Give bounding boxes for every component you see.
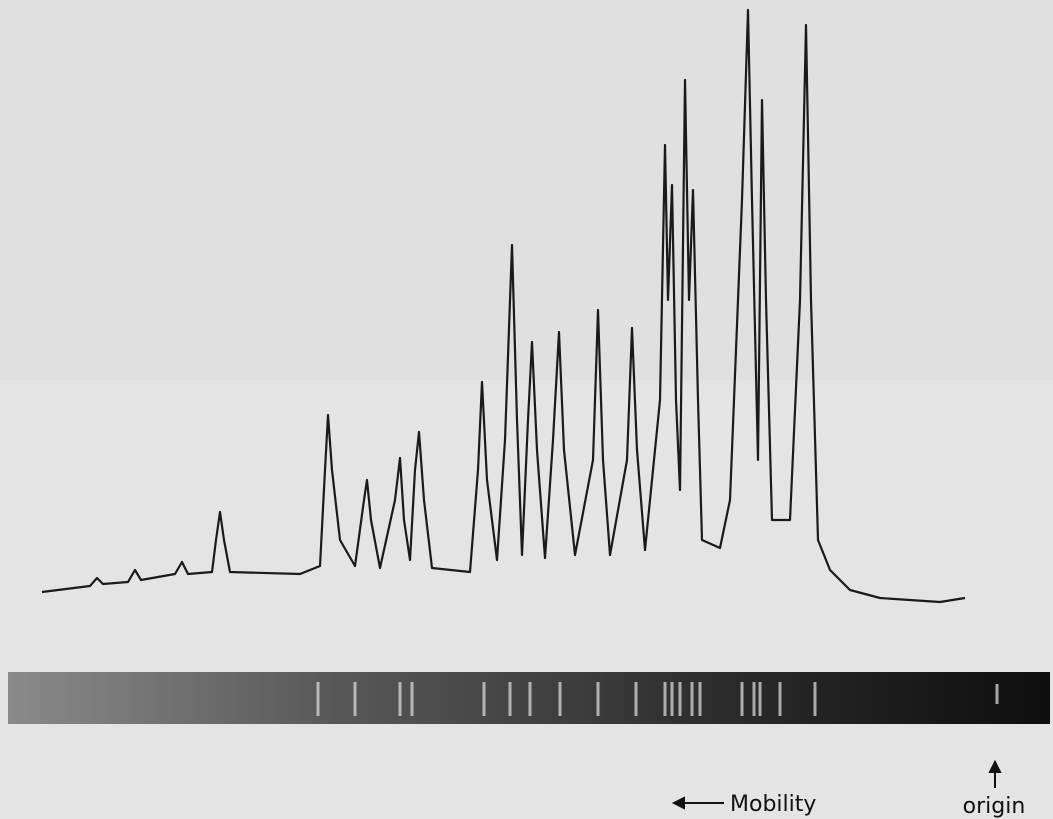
origin-arrow bbox=[988, 759, 1002, 788]
mobility-arrow bbox=[671, 796, 724, 810]
densitometer-trace bbox=[41, 8, 966, 604]
bleed-through-area bbox=[0, 0, 1053, 380]
mobility-label: Mobility bbox=[730, 792, 816, 817]
origin-label: origin bbox=[963, 794, 1026, 819]
gel-bands bbox=[316, 682, 999, 716]
